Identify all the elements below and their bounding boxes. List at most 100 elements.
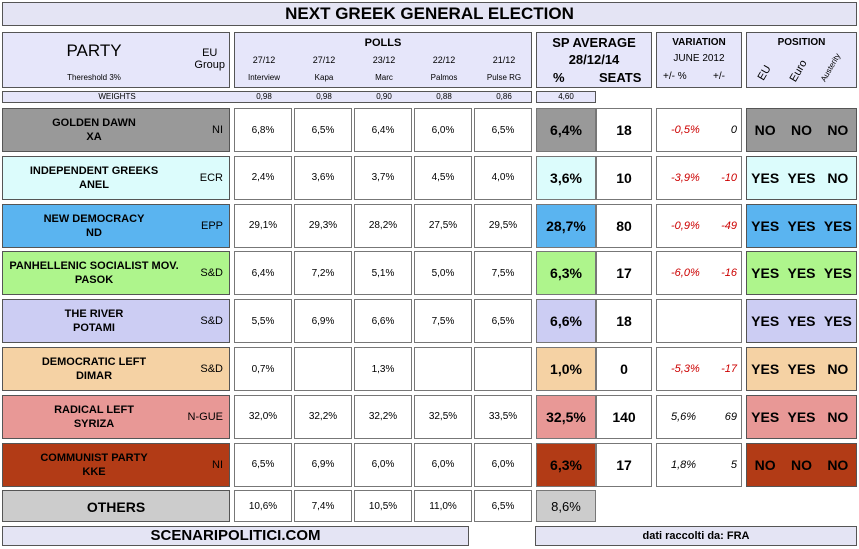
poll-value: 6,0% bbox=[431, 459, 455, 471]
pollster-name: Marc bbox=[375, 73, 393, 82]
party-row: RADICAL LEFT SYRIZA N-GUE 32,0% 32,2% 32… bbox=[2, 394, 857, 439]
poll-date: 22/12 bbox=[432, 55, 456, 65]
weight-value: 0,98 bbox=[316, 92, 332, 101]
position-austerity: NO bbox=[827, 456, 849, 473]
weight-value: 0,88 bbox=[436, 92, 452, 101]
poll-value-cell: 33,5% bbox=[474, 394, 532, 439]
position-cell: YES YES YES bbox=[746, 203, 857, 248]
sp-average-value: 3,6% bbox=[550, 169, 582, 186]
poll-value-cell: 6,5% bbox=[294, 108, 352, 152]
poll-date: 23/12 bbox=[372, 55, 396, 65]
party-name: PANHELLENIC SOCIALIST MOV. bbox=[9, 260, 179, 273]
pos-eu-label: EU bbox=[755, 63, 774, 83]
eu-group-column-label: EU Group bbox=[194, 47, 225, 71]
position-euro: YES bbox=[787, 313, 816, 330]
variation-cell: -0,5% 0 bbox=[656, 108, 742, 152]
seats-value: 80 bbox=[616, 217, 632, 234]
variation-pct: -6,0% bbox=[671, 267, 700, 280]
variation-seats: -10 bbox=[721, 171, 737, 184]
polls-header: POLLS 27/12 Interview 27/12 Kapa 23/12 Marc 22… bbox=[234, 32, 532, 88]
poll-value: 6,0% bbox=[491, 459, 515, 471]
weights-total: 4,60 bbox=[558, 92, 574, 101]
poll-value-cell: 5,5% bbox=[234, 299, 292, 344]
seats-cell: 140 bbox=[596, 394, 652, 439]
position-cell: YES YES NO bbox=[746, 394, 857, 439]
poll-value: 6,8% bbox=[251, 124, 275, 136]
party-name-cell: INDEPENDENT GREEKS ANEL ECR bbox=[2, 155, 230, 200]
position-austerity: NO bbox=[827, 408, 849, 425]
variation-pct: -0,9% bbox=[671, 219, 700, 232]
poll-value: 29,5% bbox=[488, 220, 518, 232]
sp-average-label: SP AVERAGE bbox=[552, 35, 636, 50]
others-row: OTHERS 10,6% 7,4% 10,5% 11,0% 6,5% 8,6% bbox=[2, 490, 857, 522]
sp-average-date: 28/12/14 bbox=[568, 52, 620, 67]
poll-value-cell: 5,1% bbox=[354, 251, 412, 296]
pos-austerity-label: Austerity bbox=[818, 51, 843, 84]
poll-value: 1,3% bbox=[371, 363, 395, 375]
variation-cell: -3,9% -10 bbox=[656, 155, 742, 200]
seats-value: 140 bbox=[612, 408, 636, 425]
party-name: INDEPENDENT GREEKS bbox=[29, 164, 159, 177]
poll-value: 6,0% bbox=[431, 124, 455, 136]
party-row: THE RIVER POTAMI S&D 5,5% 6,9% 6,6% 7,5%… bbox=[2, 299, 857, 344]
sp-average-header: SP AVERAGE 28/12/14 % SEATS bbox=[536, 32, 652, 88]
position-eu: YES bbox=[751, 169, 780, 186]
variation-cell: -0,9% -49 bbox=[656, 203, 742, 248]
poll-value-cell: 6,4% bbox=[354, 108, 412, 152]
sp-average-value: 6,4% bbox=[550, 122, 582, 138]
party-eu-group: EPP bbox=[200, 219, 223, 232]
threshold-note: Thereshold 3% bbox=[67, 73, 121, 82]
pollster-name: Kapa bbox=[314, 73, 334, 82]
seats-value: 18 bbox=[616, 122, 632, 138]
poll-value-cell: 7,5% bbox=[474, 251, 532, 296]
variation-seats: 0 bbox=[730, 124, 737, 136]
weight-value: 0,90 bbox=[376, 92, 392, 101]
sp-average-value: 1,0% bbox=[550, 361, 582, 377]
position-label: POSITION bbox=[777, 37, 826, 48]
poll-value: 3,6% bbox=[311, 172, 335, 184]
poll-value-cell: 6,9% bbox=[294, 442, 352, 487]
position-cell: NO NO NO bbox=[746, 108, 857, 152]
party-name-cell: COMMUNIST PARTY KKE NI bbox=[2, 442, 230, 487]
position-eu: YES bbox=[751, 361, 780, 377]
party-eu-group: N-GUE bbox=[187, 410, 223, 423]
party-row: INDEPENDENT GREEKS ANEL ECR 2,4% 3,6% 3,… bbox=[2, 155, 857, 200]
variation-label: VARIATION bbox=[672, 37, 726, 48]
poll-value: 5,0% bbox=[431, 267, 455, 279]
party-name: COMMUNIST PARTY bbox=[40, 451, 148, 464]
poll-value-cell: 7,5% bbox=[414, 299, 472, 344]
position-eu: NO bbox=[754, 456, 776, 473]
poll-value: 32,5% bbox=[428, 411, 458, 423]
variation-seats: -49 bbox=[721, 219, 737, 232]
party-eu-group: NI bbox=[212, 458, 223, 471]
others-name-cell: OTHERS bbox=[2, 490, 230, 522]
poll-value-cell: 3,6% bbox=[294, 155, 352, 200]
poll-value: 6,5% bbox=[251, 459, 275, 471]
variation-seats: 69 bbox=[724, 410, 737, 423]
poll-value-cell: 6,5% bbox=[234, 442, 292, 487]
position-eu: YES bbox=[751, 217, 780, 234]
position-cell: YES YES YES bbox=[746, 251, 857, 296]
poll-value-cell: 6,0% bbox=[474, 442, 532, 487]
party-name: THE RIVER bbox=[64, 308, 124, 321]
seats-cell: 17 bbox=[596, 251, 652, 296]
poll-date: 21/12 bbox=[492, 55, 516, 65]
party-column-label: PARTY bbox=[66, 41, 122, 60]
variation-pct: -5,3% bbox=[671, 363, 700, 375]
footer-site: SCENARIPOLITICI.COM bbox=[2, 526, 469, 546]
poll-value: 6,6% bbox=[371, 315, 395, 327]
sp-average-cell: 1,0% bbox=[536, 347, 596, 391]
variation-pct: 1,8% bbox=[671, 458, 697, 471]
sp-average-value: 6,3% bbox=[550, 265, 582, 282]
poll-value-cell: 6,4% bbox=[234, 251, 292, 296]
party-name-cell: GOLDEN DAWN XA NI bbox=[2, 108, 230, 152]
poll-value: 6,9% bbox=[311, 315, 335, 327]
party-header: PARTY EU Group Thereshold 3% bbox=[2, 32, 230, 88]
position-euro: YES bbox=[787, 408, 816, 425]
party-name: RADICAL LEFT bbox=[54, 403, 134, 416]
poll-value-cell: 6,0% bbox=[414, 442, 472, 487]
position-austerity: YES bbox=[823, 265, 852, 282]
sp-average-cell: 3,6% bbox=[536, 155, 596, 200]
poll-value-cell: 7,2% bbox=[294, 251, 352, 296]
poll-value-cell: 29,5% bbox=[474, 203, 532, 248]
